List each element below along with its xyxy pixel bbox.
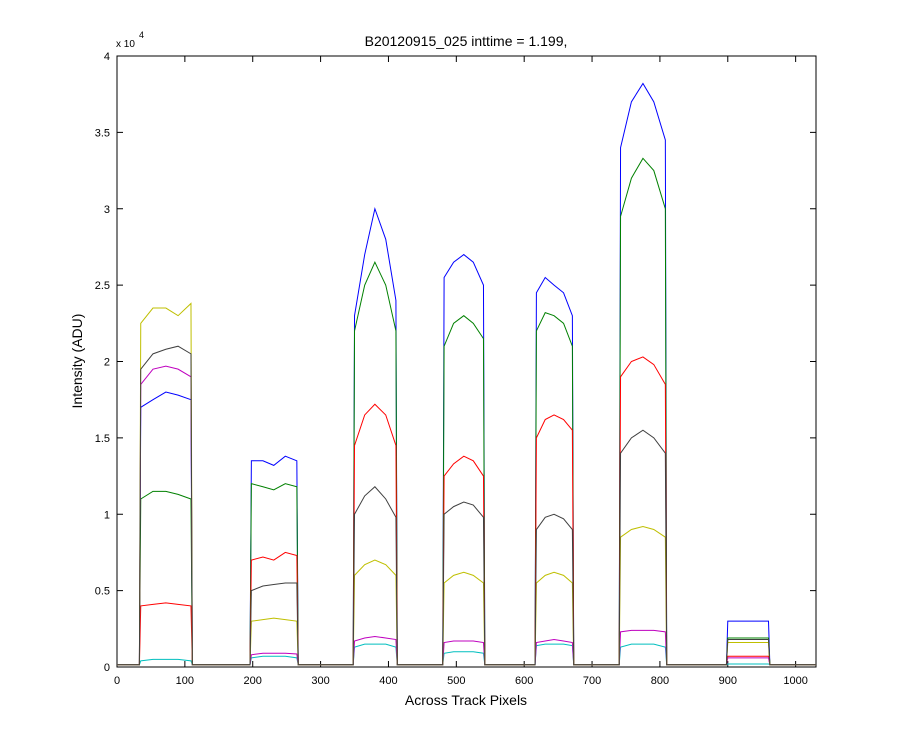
y-tick-label: 0.5 [95,586,110,598]
y-tick-label: 1 [104,509,110,521]
x-tick-label: 400 [379,675,397,687]
x-tick-label: 1000 [783,675,807,687]
x-tick-label: 0 [114,675,120,687]
y-tick-label: 1.5 [95,433,110,445]
y-multiplier-exponent: 4 [139,30,144,40]
x-tick-label: 600 [515,675,533,687]
x-tick-label: 700 [583,675,601,687]
plot-area [116,55,817,668]
x-tick-label: 900 [719,675,737,687]
x-tick-label: 800 [651,675,669,687]
y-tick-label: 2 [104,357,110,369]
y-multiplier: x 10 [116,39,135,50]
x-tick-label: 100 [176,675,194,687]
x-axis-label: Across Track Pixels [405,692,527,708]
x-tick-label: 200 [244,675,262,687]
y-tick-label: 2.5 [95,280,110,292]
y-tick-label: 3.5 [95,127,110,139]
x-tick-label: 500 [447,675,465,687]
data-line [117,345,816,666]
y-tick-label: 4 [104,51,110,63]
x-tick-label: 300 [311,675,329,687]
y-tick-label: 3 [104,204,110,216]
chart-title: B20120915_025 inttime = 1.199, [365,33,568,49]
y-tick-label: 0 [104,662,110,674]
y-axis-label: Intensity (ADU) [69,314,85,409]
